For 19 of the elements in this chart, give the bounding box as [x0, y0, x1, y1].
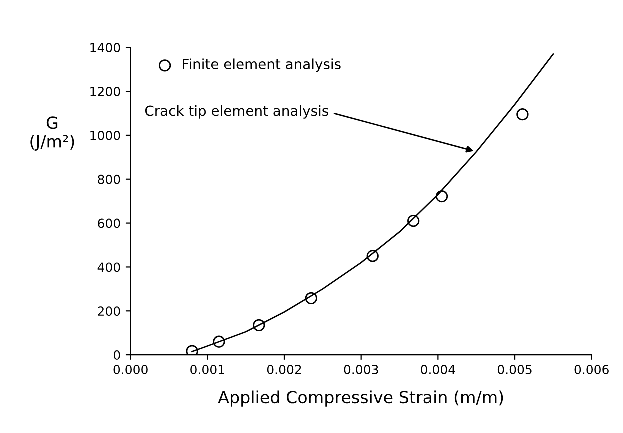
y-tick-label: 600 — [98, 218, 120, 228]
y-tick-label: 1000 — [90, 130, 120, 140]
annotation: Crack tip element analysis — [145, 105, 328, 119]
y-tick-label: 800 — [98, 174, 120, 184]
y-tick-label: 1400 — [90, 43, 120, 53]
x-tick-label: 0.003 — [344, 365, 378, 374]
x-tick-label: 0.004 — [421, 365, 456, 374]
y-tick-label: 400 — [98, 262, 120, 272]
x-tick-label: 0.002 — [267, 365, 302, 374]
y-tick-label: 200 — [98, 306, 120, 316]
x-tick-label: 0.006 — [574, 365, 609, 374]
y-tick-label: 1200 — [90, 87, 120, 96]
x-tick-label: 0.000 — [114, 365, 148, 374]
x-tick-label: 0.005 — [498, 365, 532, 374]
y-tick-label: 0 — [114, 350, 120, 360]
x-axis-title: Applied Compressive Strain (m/m) — [218, 390, 504, 407]
legend-label: Finite element analysis — [183, 58, 341, 72]
y-axis-title: G (J/m²) — [30, 116, 74, 151]
x-tick-label: 0.001 — [190, 365, 224, 374]
